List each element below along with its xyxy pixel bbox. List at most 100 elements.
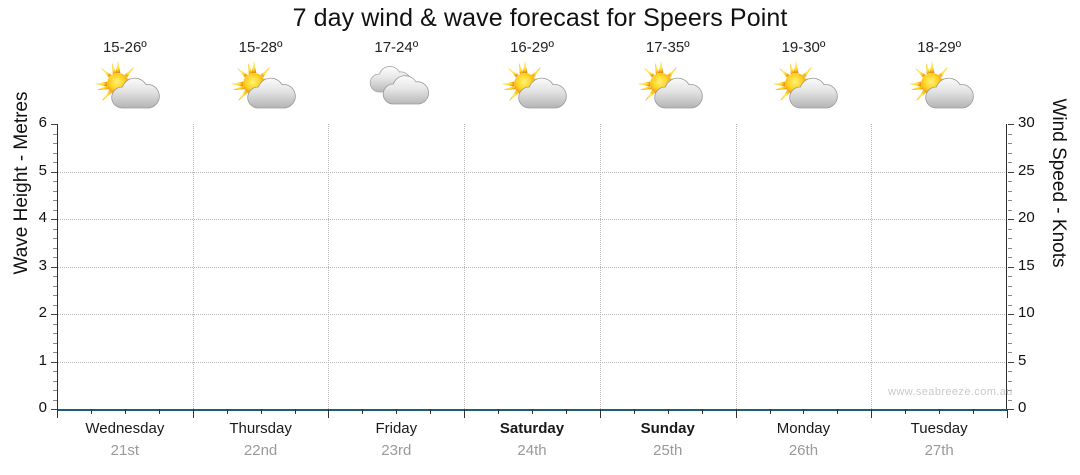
sun-behind-cloud-icon — [637, 58, 703, 114]
day-date-label: 26th — [788, 442, 819, 459]
right-axis-minor-tick — [1008, 143, 1012, 144]
x-axis-minor-tick — [565, 409, 567, 414]
x-axis-minor-tick — [769, 409, 771, 414]
right-axis-minor-tick — [1008, 152, 1012, 154]
sun-behind-cloud-icon — [908, 58, 974, 114]
sun-behind-cloud-icon — [94, 61, 160, 109]
right-axis-tick-label: 25 — [1018, 161, 1035, 179]
sun-behind-cloud-icon — [773, 61, 839, 109]
right-axis-minor-tick — [1008, 295, 1012, 296]
left-axis-tick-label: 3 — [38, 256, 47, 274]
sun-behind-cloud-icon — [502, 61, 567, 109]
watermark: www.seabreeze.com.au — [888, 386, 1013, 398]
x-axis-minor-tick — [498, 409, 500, 414]
left-axis-tick — [51, 409, 57, 410]
left-axis-minor-tick — [53, 228, 57, 230]
sun-behind-cloud-icon — [772, 58, 839, 114]
right-axis-tick-label: 20 — [1018, 209, 1035, 226]
day-footer-friday: Friday 23rd — [328, 418, 464, 470]
day-footer-monday: Monday 26th — [736, 418, 872, 470]
day-footer-wednesday: Wednesday 21st — [57, 418, 193, 470]
left-axis-tick-label: 6 — [38, 114, 47, 131]
left-axis-minor-tick — [53, 200, 57, 201]
x-axis-minor-tick — [396, 409, 398, 414]
day-temperature-range: 16-29º — [510, 39, 554, 56]
x-axis-minor-tick — [532, 409, 533, 414]
left-axis-minor-tick — [53, 399, 57, 401]
right-axis-minor-tick — [1008, 276, 1012, 277]
left-axis-tick — [51, 124, 57, 125]
right-axis-minor-tick — [1008, 342, 1012, 344]
sun-behind-cloud-icon — [230, 61, 296, 109]
x-axis-minor-tick — [430, 409, 432, 414]
right-axis-label: Wind Speed - Knots — [1048, 98, 1069, 268]
right-axis-tick — [1008, 266, 1014, 268]
left-axis-minor-tick — [53, 323, 57, 325]
x-axis-day-tick — [735, 409, 737, 418]
left-axis-label: Wave Height - Metres — [11, 91, 32, 275]
left-axis-minor-tick — [53, 380, 57, 382]
day-name-label: Saturday — [499, 420, 565, 437]
right-axis-minor-tick — [1008, 371, 1012, 372]
day-temperature-range: 19-30º — [781, 39, 826, 56]
left-axis-minor-tick — [53, 304, 57, 306]
day-temperature-range: 15-26º — [102, 39, 147, 56]
day-date-label: 23rd — [381, 442, 412, 459]
day-date-label: 24th — [517, 442, 547, 459]
day-header-monday: 19-30º — [736, 38, 872, 124]
x-axis-minor-tick — [124, 409, 126, 414]
x-axis-minor-tick — [837, 409, 839, 414]
left-axis-tick — [51, 171, 57, 173]
day-footer-strip: Wednesday 21st Thursday 22nd Friday 23rd Satur… — [57, 418, 1007, 470]
right-axis-line — [1006, 124, 1007, 410]
right-axis-tick-label: 0 — [1018, 399, 1027, 416]
horizontal-gridline — [57, 266, 1007, 269]
right-axis-minor-tick — [1008, 390, 1012, 391]
left-axis-tick-label: 2 — [38, 304, 47, 321]
x-axis-minor-tick — [260, 409, 262, 414]
right-axis-tick-label: 5 — [1018, 351, 1027, 369]
day-name-label: Tuesday — [910, 420, 968, 437]
right-axis-minor-tick — [1008, 399, 1012, 401]
x-axis-day-tick — [328, 409, 330, 418]
day-header-sunday: 17-35º — [600, 38, 736, 124]
right-axis-minor-tick — [1008, 238, 1012, 239]
day-name-label: Friday — [375, 420, 418, 437]
x-axis-minor-tick — [939, 409, 941, 414]
plot-area — [57, 124, 1007, 409]
day-separator-gridline — [328, 124, 330, 409]
x-axis-day-tick — [192, 409, 194, 418]
day-header-wednesday: 15-26º — [57, 38, 193, 124]
right-axis-minor-tick — [1008, 304, 1012, 306]
right-axis-minor-tick — [1008, 181, 1012, 182]
day-temperature-range: 17-35º — [645, 39, 690, 56]
left-axis-minor-tick — [53, 295, 57, 296]
x-axis-minor-tick — [905, 409, 907, 414]
x-axis-minor-tick — [226, 409, 228, 414]
right-axis-minor-tick — [1008, 352, 1012, 353]
left-axis-minor-tick — [53, 162, 57, 163]
left-axis-tick — [51, 219, 57, 220]
right-axis-tick — [1008, 219, 1014, 220]
day-footer-sunday: Sunday 25th — [600, 418, 736, 470]
left-axis-minor-tick — [53, 342, 57, 344]
left-axis-tick — [51, 266, 57, 268]
left-axis-minor-tick — [53, 133, 57, 135]
x-axis-day-tick — [57, 409, 58, 418]
day-separator-gridline — [735, 124, 738, 409]
cloudy-icon — [365, 58, 430, 114]
left-axis-tick — [51, 314, 57, 315]
right-axis-minor-tick — [1008, 333, 1012, 334]
left-axis-tick-label: 1 — [38, 351, 47, 369]
day-name-label: Wednesday — [85, 420, 165, 437]
x-axis-day-tick — [871, 409, 873, 418]
right-axis-tick — [1008, 171, 1014, 173]
right-axis-tick — [1008, 409, 1014, 410]
left-axis-tick-label: 5 — [38, 161, 47, 179]
left-axis-minor-tick — [53, 352, 57, 353]
x-axis-day-tick — [1007, 409, 1008, 418]
day-temperature-range: 17-24º — [374, 39, 419, 56]
day-header-tuesday: 18-29º — [871, 38, 1007, 124]
right-axis-minor-tick — [1008, 380, 1012, 382]
x-axis-minor-tick — [158, 409, 160, 414]
